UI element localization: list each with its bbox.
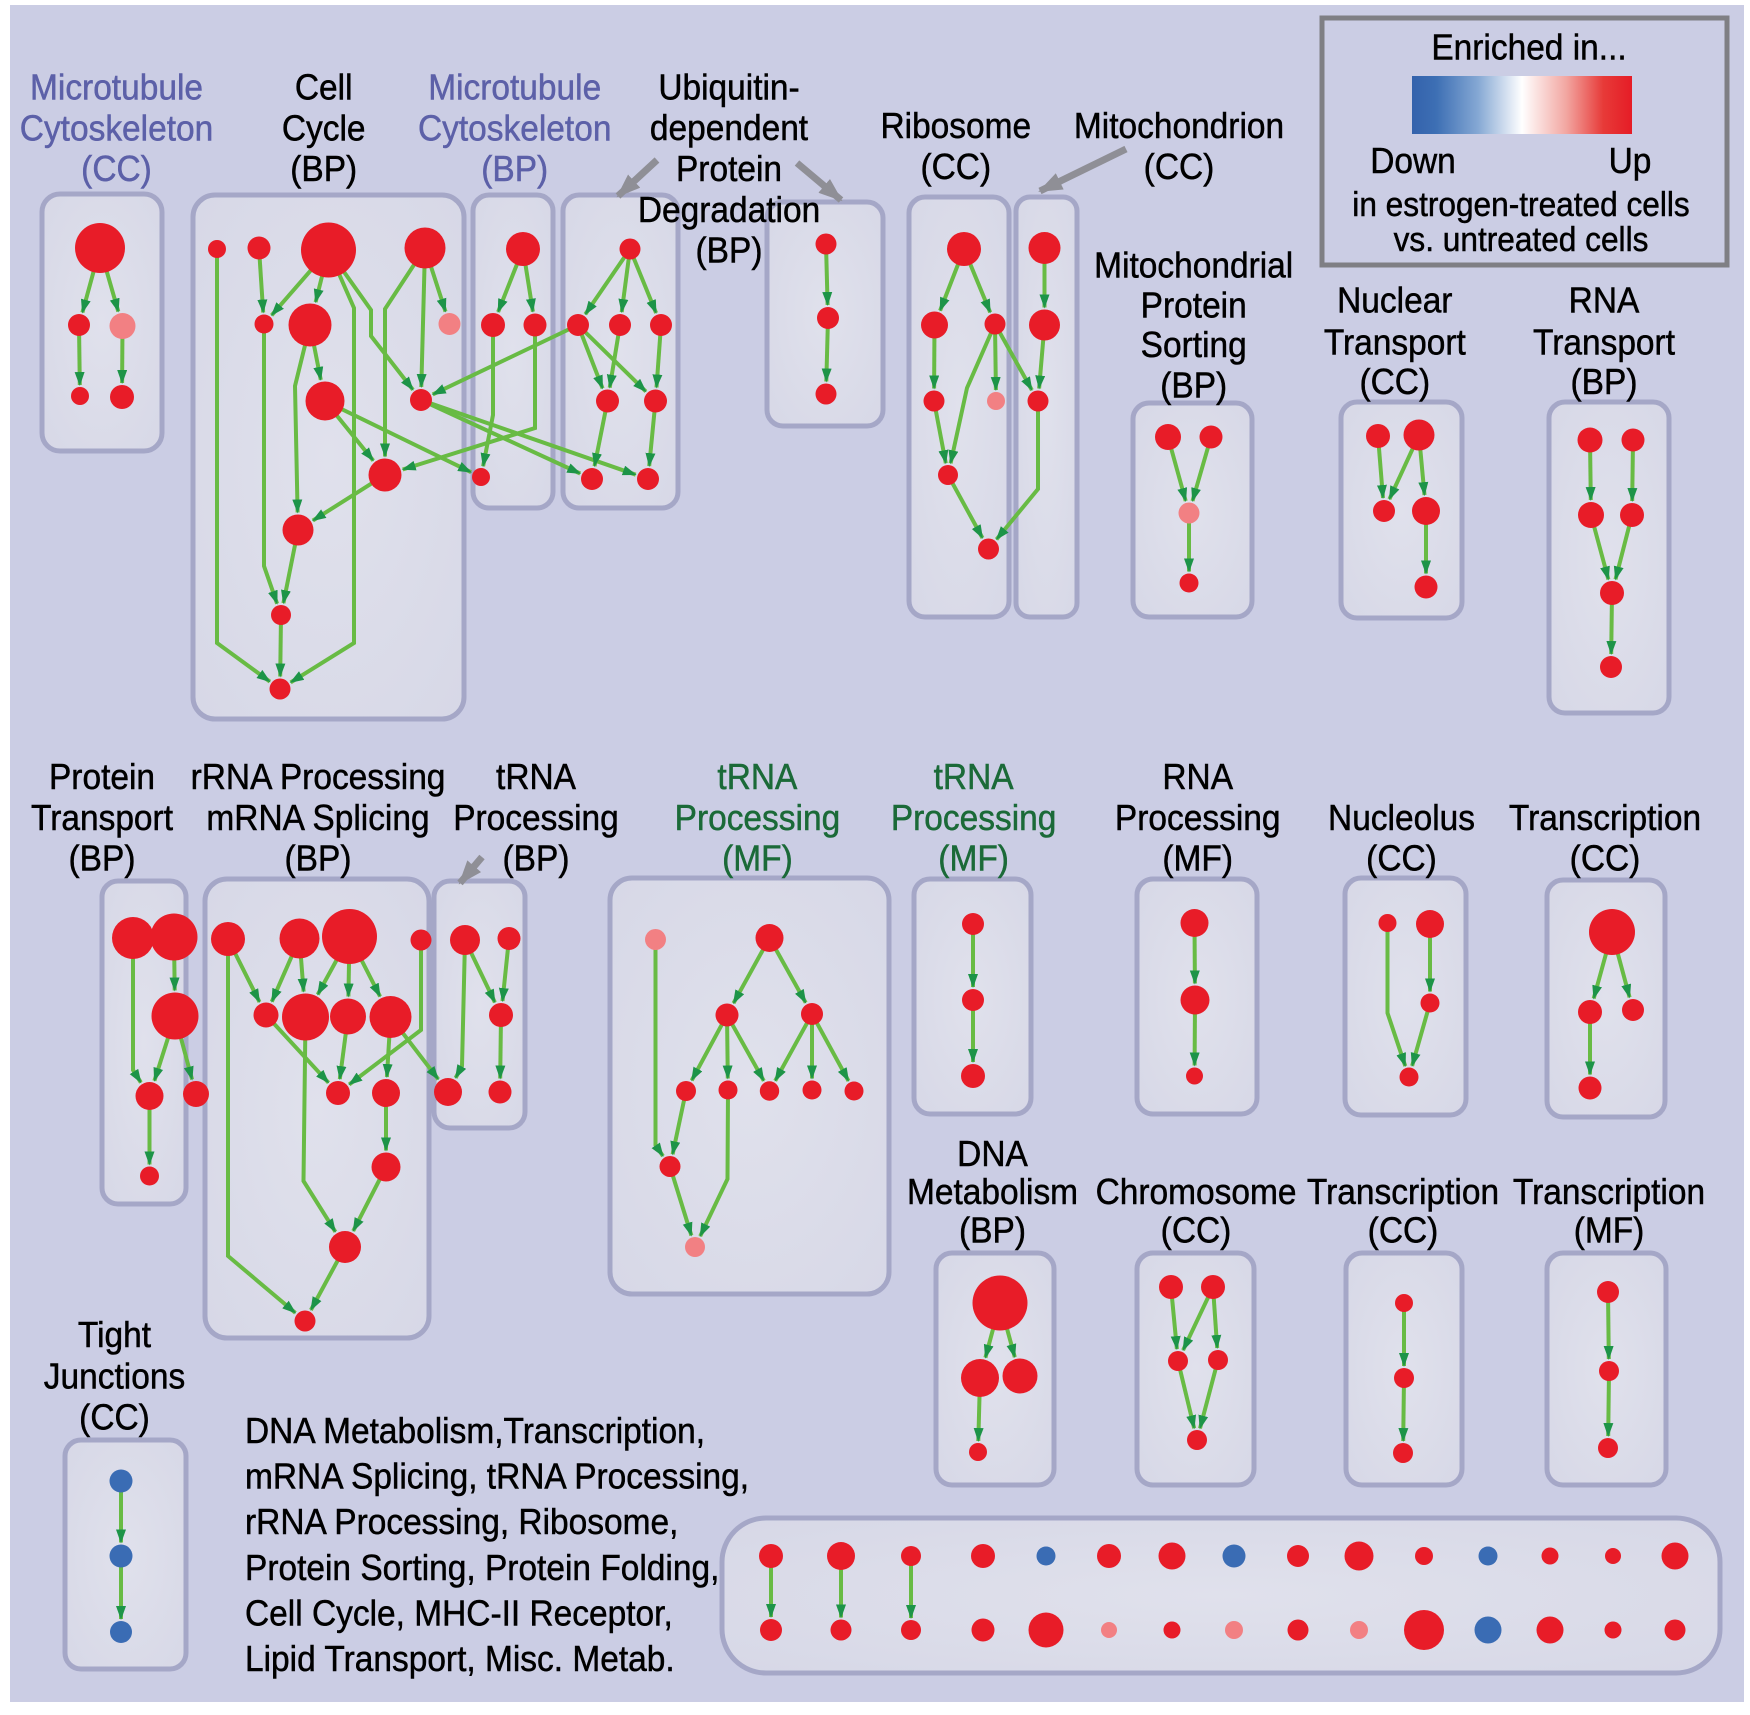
svg-text:Up: Up xyxy=(1609,142,1652,181)
svg-text:(MF): (MF) xyxy=(722,840,793,879)
svg-text:Transport: Transport xyxy=(1324,323,1466,362)
svg-text:RNA: RNA xyxy=(1569,282,1640,321)
svg-text:(BP): (BP) xyxy=(503,840,570,879)
svg-text:(CC): (CC) xyxy=(1161,1212,1232,1251)
svg-text:rRNA Processing: rRNA Processing xyxy=(191,758,446,797)
svg-text:tRNA: tRNA xyxy=(496,758,577,797)
svg-text:(CC): (CC) xyxy=(1359,363,1430,402)
svg-text:DNA Metabolism,Transcription,: DNA Metabolism,Transcription, xyxy=(245,1412,705,1451)
svg-text:Cell Cycle, MHC-II Receptor,: Cell Cycle, MHC-II Receptor, xyxy=(245,1594,673,1633)
svg-text:Sorting: Sorting xyxy=(1141,326,1247,365)
svg-text:RNA: RNA xyxy=(1162,758,1233,797)
svg-text:Protein: Protein xyxy=(1141,287,1247,326)
svg-text:Protein: Protein xyxy=(49,758,155,797)
svg-text:(MF): (MF) xyxy=(938,840,1009,879)
svg-text:(BP): (BP) xyxy=(1160,366,1227,405)
svg-text:Ubiquitin-: Ubiquitin- xyxy=(658,69,799,108)
svg-text:Mitochondrion: Mitochondrion xyxy=(1074,107,1284,146)
svg-text:tRNA: tRNA xyxy=(934,758,1015,797)
svg-text:Lipid Transport, Misc. Metab.: Lipid Transport, Misc. Metab. xyxy=(245,1640,675,1679)
svg-text:(BP): (BP) xyxy=(69,840,136,879)
svg-text:Processing: Processing xyxy=(891,799,1057,838)
svg-text:Protein Sorting, Protein Foldi: Protein Sorting, Protein Folding, xyxy=(245,1549,719,1588)
svg-text:Transcription: Transcription xyxy=(1513,1173,1705,1212)
svg-text:(MF): (MF) xyxy=(1162,840,1233,879)
svg-text:Down: Down xyxy=(1370,142,1456,181)
svg-text:(BP): (BP) xyxy=(1571,363,1638,402)
svg-text:Microtubule: Microtubule xyxy=(428,69,601,108)
svg-text:Cycle: Cycle xyxy=(282,109,366,148)
svg-text:Transport: Transport xyxy=(31,799,173,838)
svg-text:in estrogen-treated cells: in estrogen-treated cells xyxy=(1352,185,1689,223)
svg-text:dependent: dependent xyxy=(650,109,809,148)
svg-text:tRNA: tRNA xyxy=(717,758,798,797)
svg-text:(BP): (BP) xyxy=(481,150,548,189)
svg-text:Chromosome: Chromosome xyxy=(1096,1173,1297,1212)
svg-text:vs. untreated cells: vs. untreated cells xyxy=(1394,220,1649,258)
svg-text:(BP): (BP) xyxy=(959,1212,1026,1251)
svg-text:Cytoskeleton: Cytoskeleton xyxy=(418,109,611,148)
svg-text:rRNA Processing, Ribosome,: rRNA Processing, Ribosome, xyxy=(245,1503,678,1542)
svg-text:(BP): (BP) xyxy=(696,232,763,271)
svg-text:Transcription: Transcription xyxy=(1509,799,1701,838)
svg-text:Microtubule: Microtubule xyxy=(30,69,203,108)
svg-text:Transport: Transport xyxy=(1533,323,1675,362)
svg-text:(CC): (CC) xyxy=(920,148,991,187)
svg-text:(CC): (CC) xyxy=(1368,1212,1439,1251)
svg-text:Processing: Processing xyxy=(675,799,841,838)
svg-text:Mitochondrial: Mitochondrial xyxy=(1094,247,1293,286)
svg-text:Nuclear: Nuclear xyxy=(1337,282,1452,321)
svg-text:Nucleolus: Nucleolus xyxy=(1328,799,1475,838)
svg-text:Metabolism: Metabolism xyxy=(907,1173,1078,1212)
svg-text:(CC): (CC) xyxy=(1570,840,1641,879)
svg-text:mRNA Splicing: mRNA Splicing xyxy=(206,799,429,838)
svg-text:Cytoskeleton: Cytoskeleton xyxy=(20,109,213,148)
svg-text:Cell: Cell xyxy=(295,69,353,108)
svg-text:DNA: DNA xyxy=(957,1135,1028,1174)
svg-text:(CC): (CC) xyxy=(81,150,152,189)
svg-text:(CC): (CC) xyxy=(1144,148,1215,187)
svg-text:Junctions: Junctions xyxy=(44,1358,185,1397)
svg-text:Enriched in...: Enriched in... xyxy=(1431,28,1626,67)
svg-text:Tight: Tight xyxy=(78,1316,151,1355)
svg-text:Processing: Processing xyxy=(1115,799,1281,838)
svg-text:(BP): (BP) xyxy=(285,840,352,879)
svg-text:(BP): (BP) xyxy=(290,150,357,189)
svg-text:Processing: Processing xyxy=(453,799,619,838)
svg-text:Protein: Protein xyxy=(676,150,782,189)
svg-text:Degradation: Degradation xyxy=(638,191,820,230)
svg-text:(CC): (CC) xyxy=(1366,840,1437,879)
svg-text:Ribosome: Ribosome xyxy=(880,107,1031,146)
svg-text:mRNA Splicing, tRNA Processing: mRNA Splicing, tRNA Processing, xyxy=(245,1458,749,1497)
svg-text:(MF): (MF) xyxy=(1574,1212,1645,1251)
svg-text:Transcription: Transcription xyxy=(1307,1173,1499,1212)
svg-text:(CC): (CC) xyxy=(79,1399,150,1438)
